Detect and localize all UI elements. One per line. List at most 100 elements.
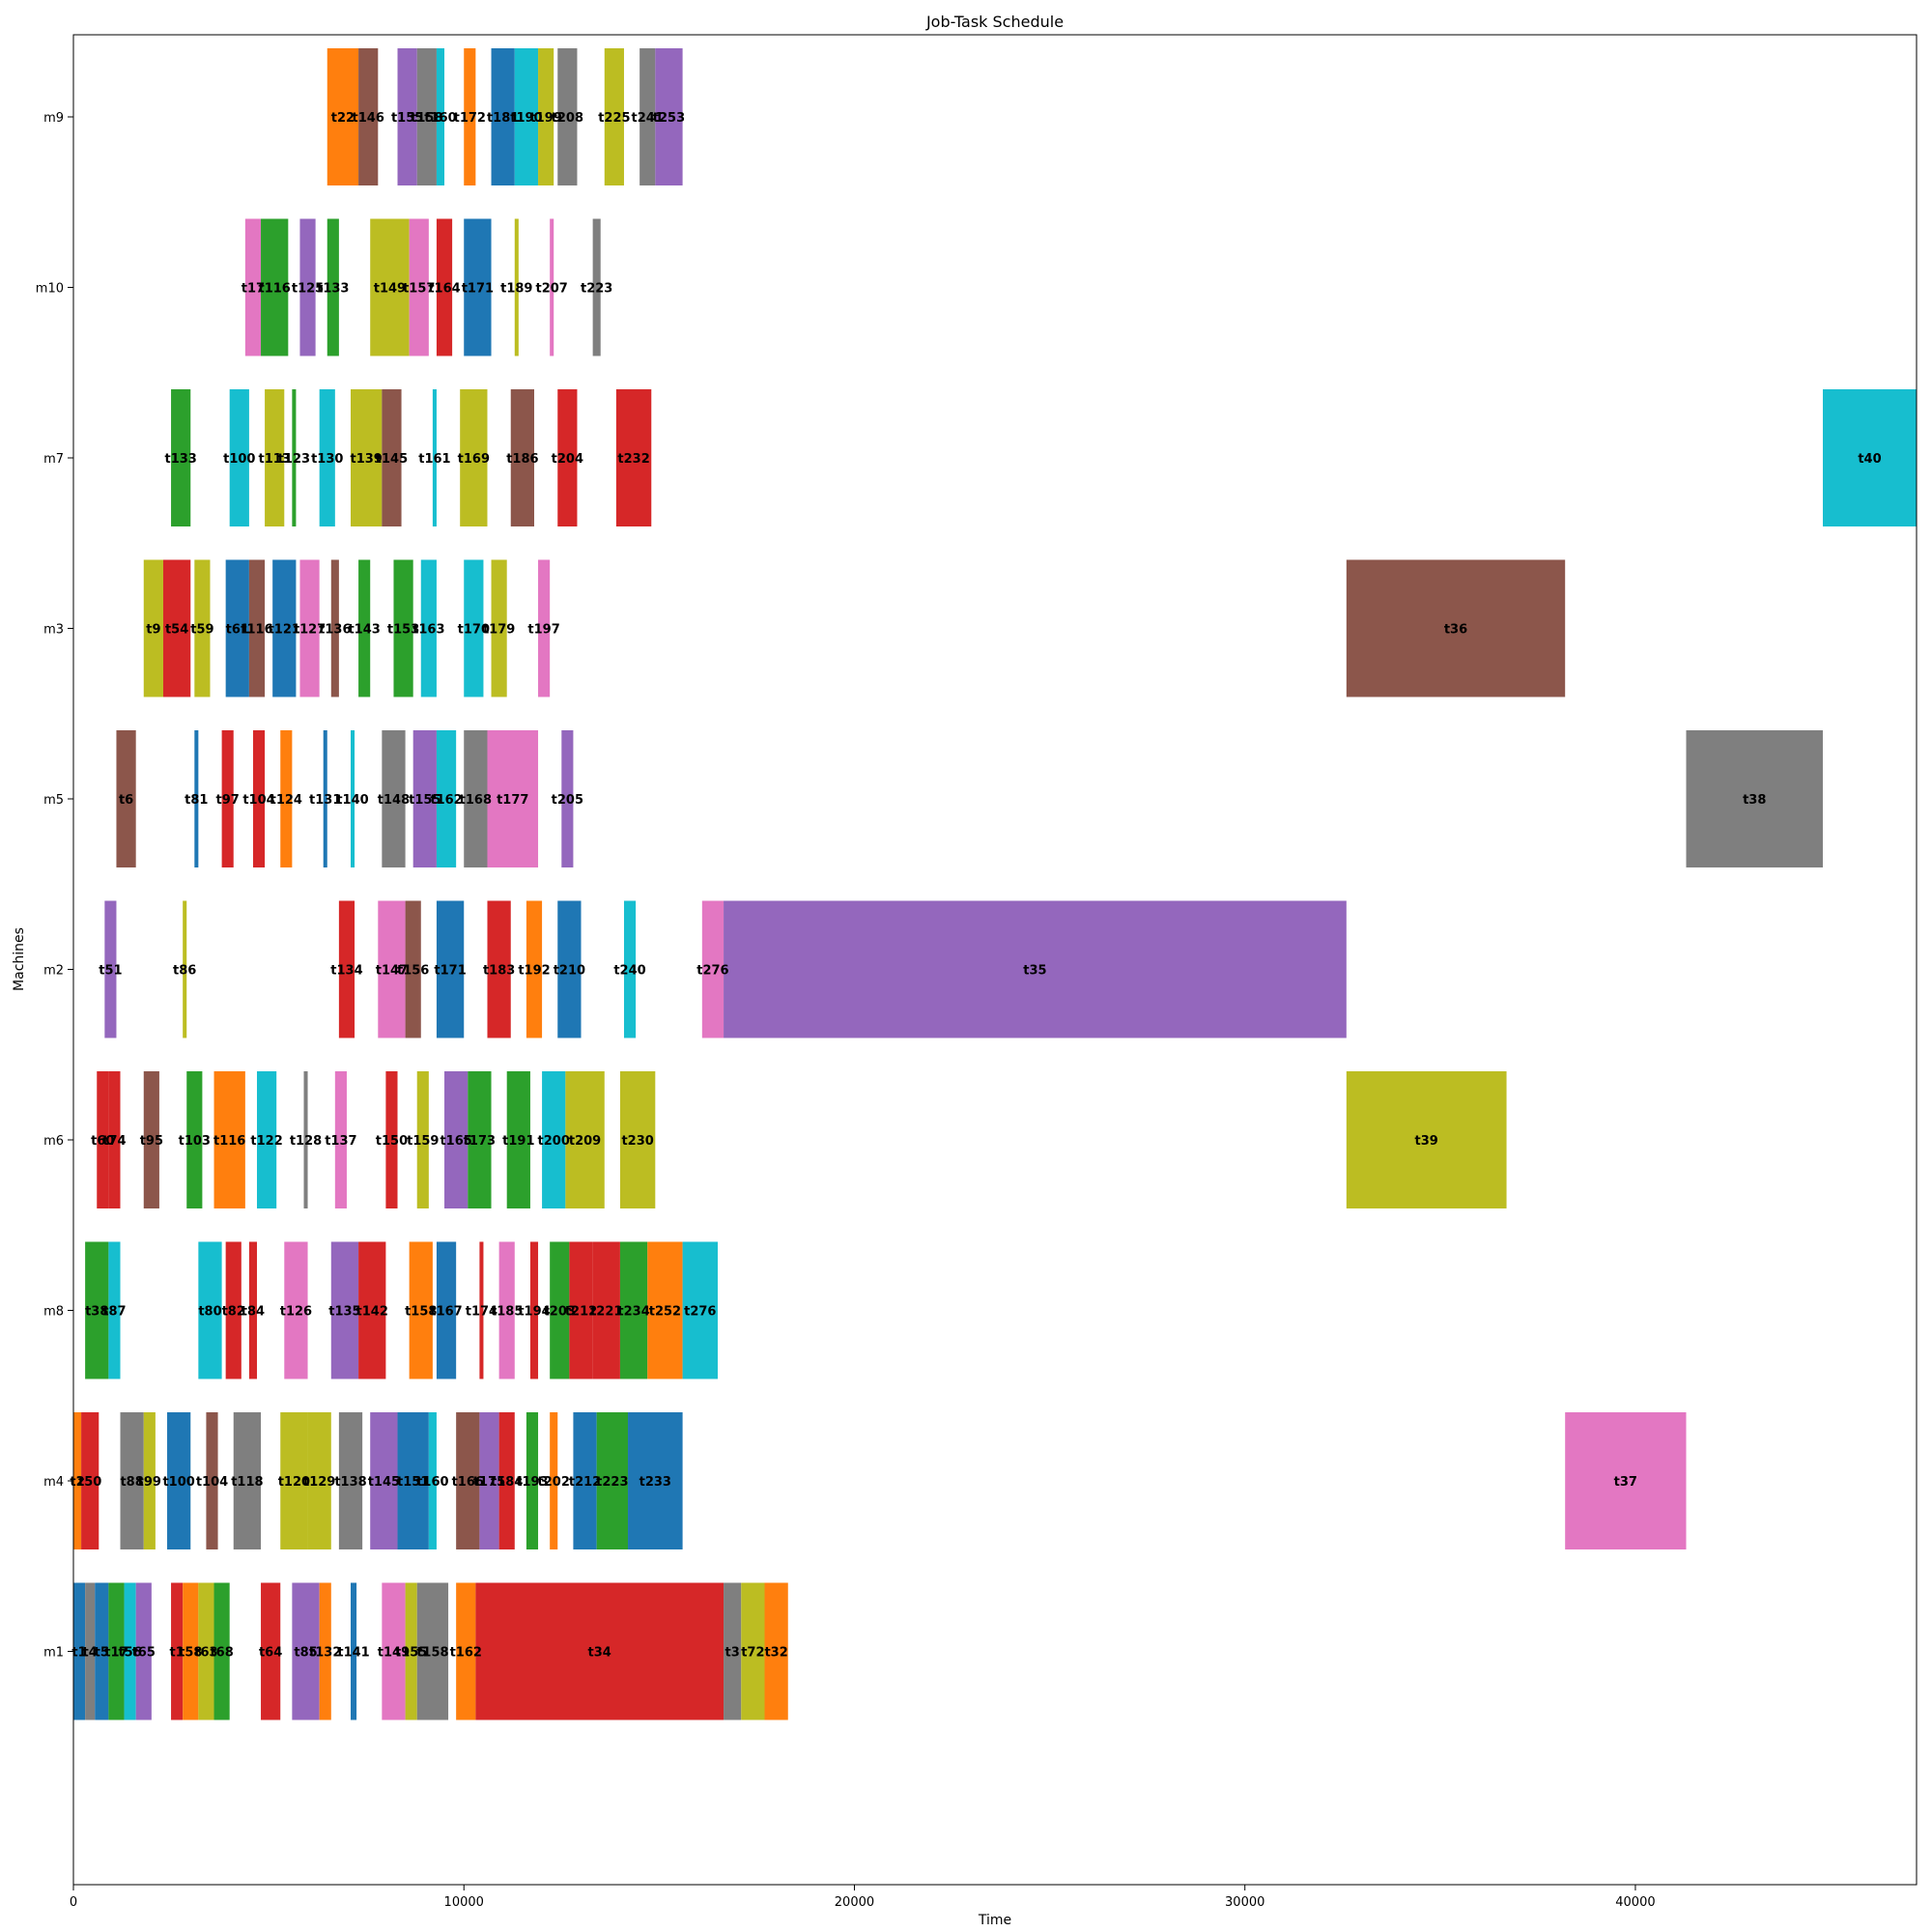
task-bar-m4-t37: [1565, 1412, 1687, 1549]
task-label-m4-t202: t202: [538, 1475, 570, 1490]
task-label-m4-t37: t37: [1614, 1475, 1637, 1490]
task-label-m10-t157: t157: [403, 282, 435, 297]
task-label-m7-t40: t40: [1858, 452, 1881, 467]
task-label-m2-t183: t183: [483, 964, 515, 979]
task-bar-m7-t161: [432, 389, 437, 526]
task-bar-m6-t173: [468, 1071, 492, 1208]
task-bar-m1-t34: [475, 1582, 724, 1720]
task-bar-m2-t156: [405, 900, 421, 1038]
y-tick-label-m5: m5: [43, 793, 64, 808]
task-label-m1-t162: t162: [450, 1646, 482, 1661]
task-label-m3-t143: t143: [348, 623, 380, 638]
task-label-m1-t132: t132: [309, 1646, 341, 1661]
task-bar-m7-t204: [557, 389, 578, 526]
x-tick-label-20000: 20000: [835, 1895, 874, 1910]
task-label-m6-t103: t103: [179, 1134, 211, 1149]
task-label-m1-t155: t155: [395, 1646, 427, 1661]
task-bar-m9-t172: [464, 48, 476, 185]
task-label-m5-t38: t38: [1743, 793, 1766, 808]
task-bar-m2-t35: [724, 900, 1347, 1038]
task-label-m4-t184: t184: [491, 1475, 523, 1490]
task-bar-m4-t166: [456, 1412, 480, 1549]
task-label-m1-t149: t149: [378, 1646, 410, 1661]
task-bar-m7-t133: [171, 389, 191, 526]
task-bar-m3-t143: [358, 559, 371, 697]
task-label-m5-t6: t6: [119, 793, 133, 808]
task-bar-m3-t197: [538, 559, 551, 697]
task-label-m4-t129: t129: [303, 1475, 335, 1490]
task-label-m8-t174: t174: [466, 1305, 497, 1320]
task-label-m8-t135: t135: [328, 1305, 360, 1320]
task-bar-m3-t36: [1346, 559, 1566, 697]
task-bar-m3-t116: [248, 559, 266, 697]
task-label-m3-t136: t136: [319, 623, 351, 638]
task-bar-m4-t2: [73, 1412, 82, 1549]
task-label-m5-t81: t81: [185, 793, 208, 808]
task-label-m1-t5: t5: [95, 1646, 109, 1661]
task-label-m9-t190: t190: [510, 111, 542, 126]
task-bar-m9-t158: [416, 48, 437, 185]
task-bar-m3-t163: [420, 559, 437, 697]
task-label-m1-t56: t56: [118, 1646, 141, 1661]
task-label-m6-t159: t159: [407, 1134, 439, 1149]
task-label-m1-t141: t141: [337, 1646, 369, 1661]
task-bar-m1-t85: [292, 1582, 320, 1720]
y-tick-label-m10: m10: [36, 282, 64, 297]
task-label-m4-t193: t193: [516, 1475, 548, 1490]
task-label-m8-t234: t234: [617, 1305, 649, 1320]
task-label-m1-t34: t34: [588, 1646, 611, 1661]
task-bar-m4-t184: [498, 1412, 515, 1549]
task-bar-m10-t116: [261, 218, 289, 356]
task-bar-m8-t221: [592, 1241, 620, 1379]
task-label-m6-t128: t128: [290, 1134, 322, 1149]
task-label-m7-t232: t232: [617, 452, 649, 467]
task-label-m2-t147: t147: [376, 964, 408, 979]
task-bar-m4-t175: [479, 1412, 499, 1549]
task-bar-m1-t17: [108, 1582, 125, 1720]
task-bar-m2-t171: [436, 900, 465, 1038]
x-tick-label-30000: 30000: [1225, 1895, 1264, 1910]
task-bar-m5-t140: [351, 730, 355, 867]
task-bar-m3-t179: [491, 559, 507, 697]
task-label-m4-t212: t212: [569, 1475, 601, 1490]
task-label-m3-t59: t59: [190, 623, 213, 638]
task-label-m6-t173: t173: [464, 1134, 496, 1149]
task-label-m4-t175: t175: [473, 1475, 505, 1490]
task-label-m3-t121: t121: [269, 623, 300, 638]
task-bar-m4-t100: [167, 1412, 191, 1549]
task-label-m2-t134: t134: [330, 964, 362, 979]
task-label-m8-t194: t194: [518, 1305, 550, 1320]
task-label-m3-t163: t163: [412, 623, 444, 638]
task-label-m9-t208: t208: [552, 111, 583, 126]
task-bar-m5-t148: [382, 730, 406, 867]
task-bar-m4-t202: [550, 1412, 558, 1549]
task-label-m4-t100: t100: [162, 1475, 194, 1490]
task-bar-m5-t155: [412, 730, 437, 867]
task-bar-m5-t162: [436, 730, 457, 867]
task-bar-m7-t145: [382, 389, 402, 526]
task-label-m10-t223: t223: [581, 282, 612, 297]
task-bar-m1-t65: [135, 1582, 152, 1720]
task-bar-m6-t150: [385, 1071, 398, 1208]
task-label-m6-t165: t165: [440, 1134, 471, 1149]
task-label-m7-t113: t113: [259, 452, 291, 467]
task-label-m5-t205: t205: [552, 793, 583, 808]
task-label-m9-t158: t158: [411, 111, 442, 126]
task-bar-m9-t208: [557, 48, 578, 185]
task-label-m5-t124: t124: [270, 793, 302, 808]
task-bar-m9-t241: [639, 48, 656, 185]
task-bar-m1-t56: [124, 1582, 136, 1720]
task-label-m3-t179: t179: [483, 623, 515, 638]
x-tick-label-0: 0: [70, 1895, 77, 1910]
task-bar-m6-t60: [97, 1071, 109, 1208]
task-bar-m6-t191: [506, 1071, 530, 1208]
task-bar-m8-t194: [529, 1241, 539, 1379]
task-bar-m1-t64: [261, 1582, 281, 1720]
task-bar-m1-t63: [198, 1582, 214, 1720]
task-bar-m9-t160: [436, 48, 445, 185]
task-label-m4-t166: t166: [452, 1475, 484, 1490]
task-label-m5-t162: t162: [430, 793, 462, 808]
task-label-m9-t155: t155: [391, 111, 423, 126]
task-label-m2-t240: t240: [613, 964, 645, 979]
task-label-m3-t170: t170: [458, 623, 490, 638]
